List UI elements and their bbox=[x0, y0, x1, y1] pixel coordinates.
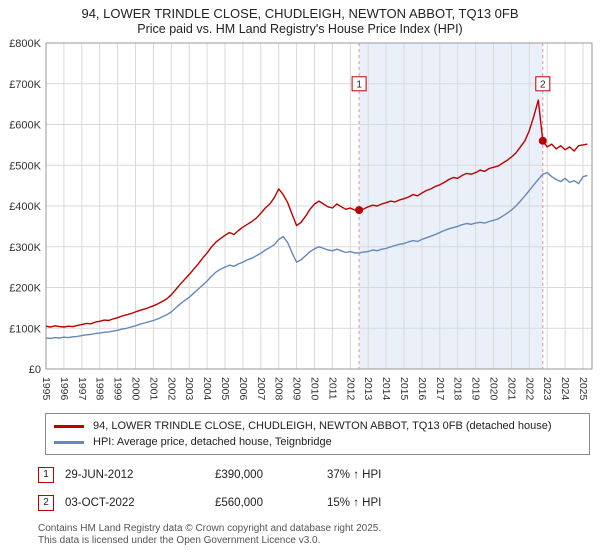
x-tick-label: 2013 bbox=[362, 377, 374, 401]
legend-item-property: 94, LOWER TRINDLE CLOSE, CHUDLEIGH, NEWT… bbox=[54, 418, 581, 434]
x-tick-label: 2021 bbox=[505, 377, 517, 401]
sale-annotation-2: 2 03-OCT-2022 £560,000 15% ↑ HPI bbox=[38, 495, 600, 511]
price-history-chart: 1 2 £0 £100K £200K £300K £400K £500K £600K £700K £… bbox=[9, 38, 593, 401]
x-tick-label: 2010 bbox=[309, 377, 321, 401]
x-tick-label: 2007 bbox=[255, 377, 267, 401]
x-tick-label: 1997 bbox=[76, 377, 88, 401]
x-tick-label: 2012 bbox=[344, 377, 356, 401]
y-tick-label: £0 bbox=[29, 364, 41, 376]
x-tick-label: 2011 bbox=[326, 377, 338, 400]
x-tick-label: 1995 bbox=[40, 377, 52, 401]
y-tick-label: £600K bbox=[9, 120, 41, 132]
chart-header: 94, LOWER TRINDLE CLOSE, CHUDLEIGH, NEWT… bbox=[0, 0, 600, 37]
sale-annotations: 1 29-JUN-2012 £390,000 37% ↑ HPI 2 03-OC… bbox=[38, 467, 600, 511]
legend-swatch-property bbox=[54, 424, 84, 428]
x-tick-label: 2018 bbox=[452, 377, 464, 401]
sale-2-number-badge: 2 bbox=[38, 495, 54, 511]
legend-swatch-hpi bbox=[54, 440, 84, 444]
x-tick-label: 2009 bbox=[291, 377, 303, 401]
sale-dot-1 bbox=[355, 206, 364, 215]
x-tick-label: 2005 bbox=[219, 377, 231, 401]
series-line-hpi bbox=[45, 171, 588, 340]
y-tick-label: £100K bbox=[9, 323, 41, 335]
x-tick-label: 2008 bbox=[273, 377, 285, 401]
y-tick-label: £200K bbox=[9, 283, 41, 295]
y-tick-label: £700K bbox=[9, 79, 41, 91]
x-tick-label: 2003 bbox=[183, 377, 195, 401]
legend-label-property: 94, LOWER TRINDLE CLOSE, CHUDLEIGH, NEWT… bbox=[93, 420, 552, 432]
sale-2-price: £560,000 bbox=[215, 497, 263, 509]
x-tick-label: 2016 bbox=[416, 377, 428, 401]
chart-title: 94, LOWER TRINDLE CLOSE, CHUDLEIGH, NEWT… bbox=[81, 6, 519, 21]
x-tick-label: 1999 bbox=[112, 377, 124, 401]
x-tick-label: 2025 bbox=[577, 377, 589, 401]
legend-item-hpi: HPI: Average price, detached house, Teig… bbox=[54, 434, 581, 450]
x-tick-label: 2000 bbox=[130, 377, 142, 401]
sale-1-vs-hpi: 37% ↑ HPI bbox=[327, 469, 382, 481]
x-tick-label: 2002 bbox=[165, 377, 177, 401]
x-tick-label: 2014 bbox=[380, 377, 392, 401]
chart-subtitle: Price paid vs. HM Land Registry's House … bbox=[137, 22, 463, 36]
legend: 94, LOWER TRINDLE CLOSE, CHUDLEIGH, NEWT… bbox=[45, 413, 590, 455]
series-line-property bbox=[45, 99, 588, 328]
sale-annotation-1: 1 29-JUN-2012 £390,000 37% ↑ HPI bbox=[38, 467, 600, 483]
sale-1-number-badge: 1 bbox=[38, 467, 54, 483]
x-tick-label: 2022 bbox=[523, 377, 535, 401]
sale-2-date: 03-OCT-2022 bbox=[65, 497, 135, 509]
sale-1-date: 29-JUN-2012 bbox=[65, 469, 134, 481]
sale-number-box-1 bbox=[351, 76, 367, 92]
x-tick-label: 2023 bbox=[541, 377, 553, 401]
sale-2-vs-hpi: 15% ↑ HPI bbox=[327, 497, 382, 509]
x-tick-label: 2001 bbox=[147, 377, 159, 401]
license-footer: Contains HM Land Registry data © Crown c… bbox=[38, 523, 600, 547]
x-tick-label: 2019 bbox=[470, 377, 482, 401]
x-tick-label: 1998 bbox=[94, 377, 106, 401]
sale-number-text-2: 2 bbox=[540, 79, 546, 90]
y-tick-label: £300K bbox=[9, 242, 41, 254]
x-tick-label: 2024 bbox=[559, 377, 571, 401]
x-tick-label: 1996 bbox=[58, 377, 70, 401]
sale-dot-2 bbox=[538, 136, 547, 145]
x-tick-label: 2015 bbox=[398, 377, 410, 401]
sale-1-price: £390,000 bbox=[215, 469, 263, 481]
x-tick-label: 2017 bbox=[434, 377, 446, 401]
sale-number-text-1: 1 bbox=[356, 79, 362, 90]
y-tick-label: £800K bbox=[9, 38, 41, 50]
footer-line-2: This data is licensed under the Open Gov… bbox=[38, 535, 321, 546]
sale-number-box-2 bbox=[535, 76, 551, 92]
y-tick-label: £400K bbox=[9, 201, 41, 213]
x-tick-label: 2020 bbox=[488, 377, 500, 401]
x-tick-label: 2004 bbox=[201, 377, 213, 401]
legend-label-hpi: HPI: Average price, detached house, Teig… bbox=[93, 436, 332, 448]
y-tick-label: £500K bbox=[9, 160, 41, 172]
x-tick-label: 2006 bbox=[237, 377, 249, 401]
plot-border bbox=[45, 42, 593, 370]
footer-line-1: Contains HM Land Registry data © Crown c… bbox=[38, 523, 382, 534]
